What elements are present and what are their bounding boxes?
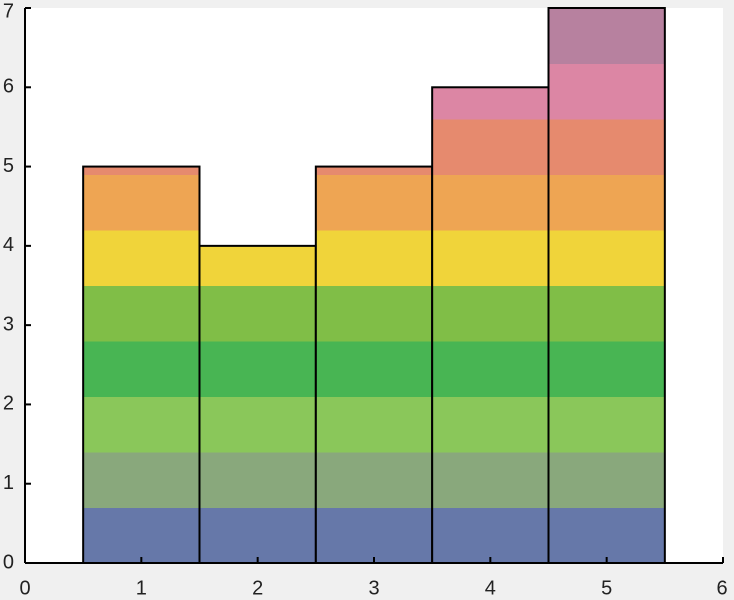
y-tick-label: 5 — [3, 155, 14, 177]
color-band — [432, 452, 549, 508]
color-band — [315, 452, 433, 508]
bar-fill — [432, 87, 549, 564]
color-band — [548, 452, 665, 508]
color-band — [315, 174, 433, 231]
color-band — [199, 396, 316, 453]
color-band — [432, 230, 549, 286]
y-tick-label: 7 — [3, 0, 14, 22]
color-band — [83, 507, 200, 563]
color-band — [315, 507, 433, 563]
color-band — [199, 452, 316, 508]
x-tick-label: 4 — [485, 577, 496, 599]
bar-fill — [83, 166, 200, 563]
color-band — [432, 285, 549, 342]
y-tick-label: 0 — [3, 551, 14, 573]
color-band — [548, 230, 665, 286]
color-band — [83, 452, 200, 508]
bar-fill — [548, 8, 665, 563]
color-band — [83, 396, 200, 453]
color-band — [83, 230, 200, 286]
color-band — [315, 230, 433, 286]
color-band — [432, 396, 549, 453]
x-tick-label: 1 — [136, 577, 147, 599]
color-band — [199, 341, 316, 397]
color-band — [83, 285, 200, 342]
color-band — [83, 166, 200, 175]
y-tick-label: 2 — [3, 393, 14, 415]
color-band — [315, 396, 433, 453]
x-tick-label: 0 — [19, 577, 30, 599]
color-band — [548, 507, 665, 563]
color-band — [432, 507, 549, 564]
color-band — [315, 166, 433, 175]
color-band — [432, 174, 549, 231]
y-tick-label: 4 — [3, 234, 14, 256]
y-tick-label: 1 — [3, 472, 14, 494]
color-band — [548, 341, 665, 397]
y-tick-label: 6 — [3, 76, 14, 98]
bar-fill — [315, 166, 433, 563]
color-band — [548, 174, 665, 231]
color-band — [548, 285, 665, 342]
color-band — [315, 341, 433, 397]
color-band — [432, 341, 549, 397]
color-band — [199, 245, 316, 286]
color-band — [199, 285, 316, 342]
x-tick-label: 2 — [252, 577, 263, 599]
bar-fill — [199, 245, 316, 563]
color-band — [315, 285, 433, 342]
color-band — [199, 507, 316, 563]
x-tick-label: 6 — [716, 577, 727, 599]
color-band — [548, 8, 665, 64]
color-band — [432, 119, 549, 175]
color-band — [548, 63, 665, 120]
color-band — [548, 396, 665, 453]
color-band — [83, 174, 200, 231]
x-tick-label: 5 — [601, 577, 612, 599]
y-tick-label: 3 — [3, 313, 14, 335]
color-band — [548, 119, 665, 175]
x-tick-label: 3 — [368, 577, 379, 599]
color-band — [432, 87, 549, 120]
color-band — [83, 341, 200, 397]
